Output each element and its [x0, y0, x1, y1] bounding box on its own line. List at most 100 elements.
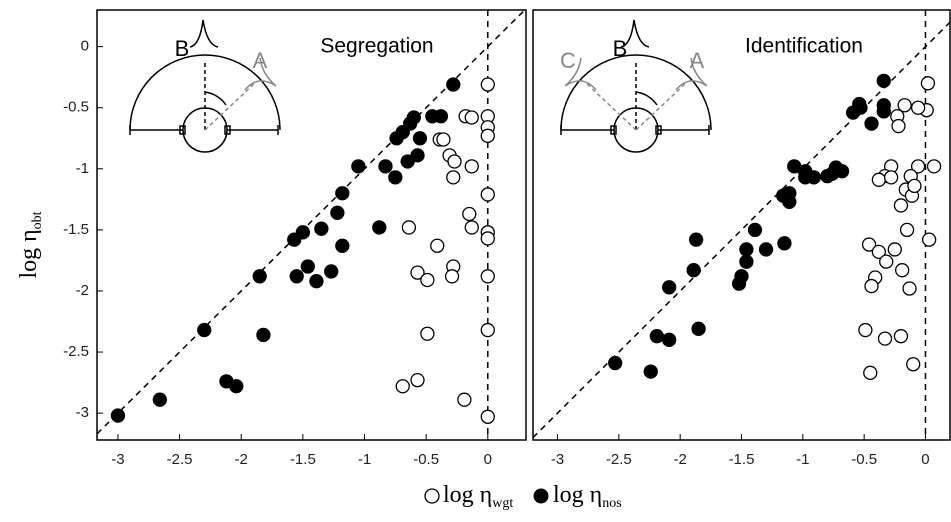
legend-text: log η — [443, 482, 492, 508]
scatter-point — [853, 100, 868, 115]
panel-title: Segregation — [320, 35, 433, 58]
scatter-point — [899, 222, 915, 238]
legend-sub: wgt — [492, 496, 513, 511]
scatter-point — [649, 329, 665, 344]
legend-label: log ηwgt — [443, 482, 513, 511]
y-axis-label: log ηobt — [16, 211, 45, 278]
scatter-point — [834, 164, 850, 179]
scatter-point — [430, 238, 445, 253]
scatter-point — [436, 132, 451, 147]
scatter-point — [864, 116, 879, 131]
scatter-point — [661, 332, 677, 347]
scatter-point — [897, 98, 912, 113]
inset-label: A — [690, 48, 705, 73]
scatter-point — [876, 104, 891, 119]
y-tick-label: -1.5 — [63, 221, 89, 238]
legend-sub: nos — [602, 496, 621, 511]
scatter-point — [229, 379, 244, 394]
inset-label: B — [175, 36, 190, 61]
x-tick-label: 0 — [921, 451, 929, 468]
scatter-point — [871, 244, 887, 260]
scatter-point — [877, 331, 893, 346]
scatter-point — [457, 392, 472, 407]
scatter-point — [871, 172, 887, 187]
scatter-point — [858, 322, 873, 338]
scatter-point — [920, 76, 936, 91]
x-tick-label: -0.5 — [413, 451, 439, 468]
scatter-point — [152, 392, 168, 407]
y-axis-label-main: log η — [16, 229, 42, 278]
legend-text: log η — [553, 482, 602, 508]
scatter-point — [433, 109, 449, 124]
scatter-point — [351, 159, 366, 174]
x-tick-label: -1.5 — [729, 451, 755, 468]
scatter-point — [401, 220, 417, 235]
inset-label: A — [253, 48, 268, 73]
scatter-point — [893, 329, 909, 344]
scatter-point — [776, 188, 791, 203]
scatter-point — [410, 265, 425, 280]
scatter-point — [444, 269, 460, 284]
inset-diagram — [560, 19, 712, 153]
x-tick-label: -0.5 — [851, 451, 877, 468]
scatter-point — [758, 242, 774, 257]
y-tick-label: -0.5 — [63, 99, 89, 116]
inset-label: B — [613, 36, 628, 61]
x-tick-label: -3 — [551, 451, 564, 468]
scatter-point — [876, 73, 891, 89]
scatter-point — [895, 263, 910, 278]
legend-marker — [533, 488, 549, 504]
scatter-point — [324, 264, 339, 279]
x-tick-label: -2 — [235, 451, 248, 468]
scatter-point — [335, 186, 350, 201]
scatter-point — [643, 364, 658, 379]
scatter-point — [907, 178, 922, 194]
scatter-point — [922, 232, 937, 247]
scatter-point — [335, 238, 350, 253]
y-tick-label: 0 — [81, 38, 89, 55]
y-tick-label: -2.5 — [63, 343, 89, 360]
scatter-point — [480, 322, 495, 338]
scatter-point — [883, 170, 899, 185]
identity-line — [96, 9, 526, 435]
scatter-point — [406, 110, 421, 125]
scatter-point — [378, 159, 393, 174]
scatter-point — [480, 187, 495, 202]
plot-frame — [96, 9, 527, 441]
scatter-point — [252, 269, 267, 284]
scatter-point — [420, 272, 435, 288]
scatter-point — [197, 322, 212, 338]
legend: log ηwgt log ηnos — [424, 482, 622, 511]
x-tick-label: -3 — [111, 451, 124, 468]
x-tick-label: -1 — [358, 451, 371, 468]
scatter-point — [608, 355, 623, 371]
scatter-point — [314, 221, 329, 236]
scatter-point — [887, 242, 902, 257]
plot-frame — [532, 9, 951, 441]
inset-diagram — [129, 19, 281, 153]
scatter-point — [309, 274, 324, 289]
y-tick-label: -1 — [76, 160, 89, 177]
scatter-point — [879, 254, 894, 269]
scatter-point — [412, 131, 428, 146]
scatter-point — [910, 159, 926, 174]
scatter-point — [864, 278, 879, 294]
scatter-point — [739, 242, 754, 257]
scatter-point — [926, 159, 942, 174]
inset-label: C — [560, 48, 576, 73]
scatter-point — [891, 118, 906, 134]
scatter-point — [734, 269, 749, 284]
legend-marker — [424, 488, 440, 504]
scatter-point — [110, 408, 126, 423]
x-tick-label: -1.5 — [290, 451, 316, 468]
scatter-point — [388, 170, 403, 185]
scatter-point — [863, 365, 878, 380]
scatter-point — [395, 379, 410, 394]
x-tick-label: -2.5 — [167, 451, 193, 468]
panel-title: Identification — [745, 35, 863, 58]
scatter-point — [410, 148, 425, 163]
scatter-point — [464, 220, 479, 235]
x-tick-label: 0 — [484, 451, 492, 468]
scatter-point — [410, 372, 425, 388]
scatter-point — [480, 269, 495, 284]
